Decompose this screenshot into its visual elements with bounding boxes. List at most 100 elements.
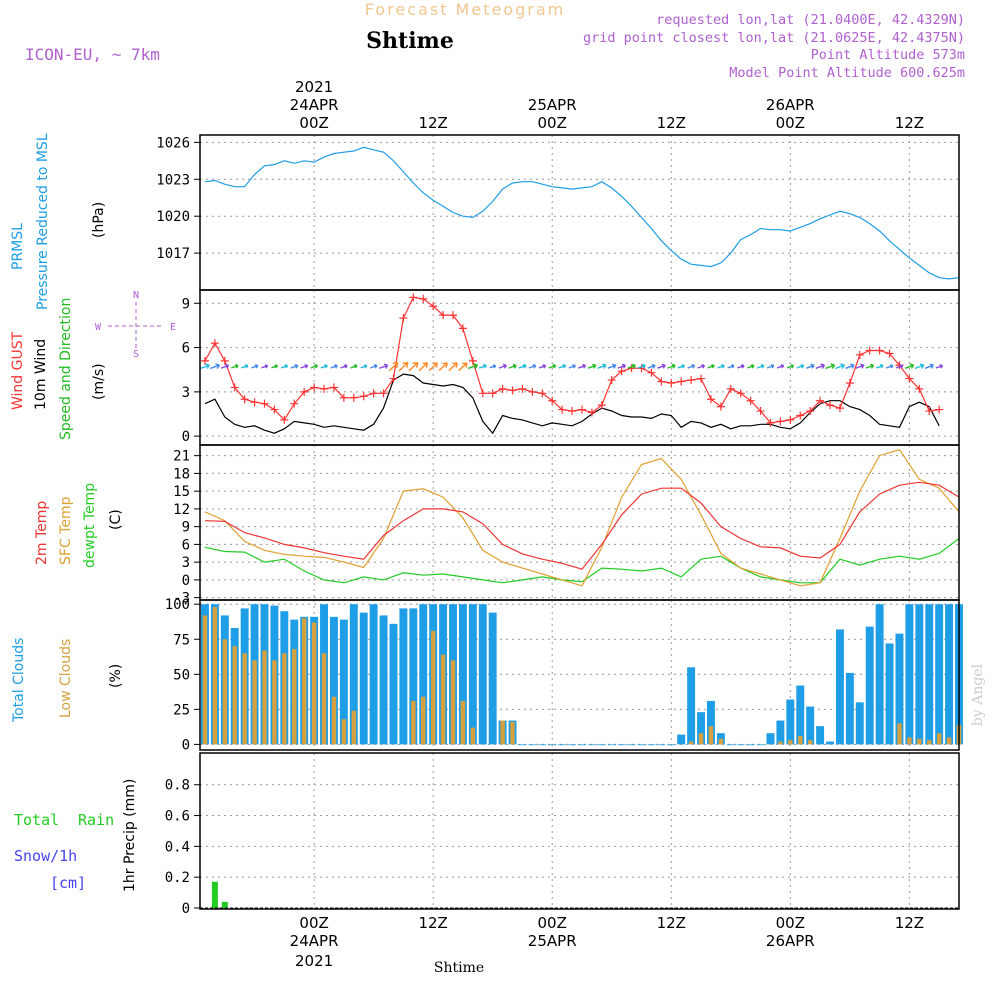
wind-direction-arrowhead	[711, 364, 715, 369]
wind-gust-marker	[558, 405, 567, 414]
wind-direction-arrowhead	[502, 363, 507, 369]
wind-direction-arrowhead	[402, 361, 409, 368]
wind-direction-arrow	[578, 364, 586, 369]
wind-direction-arrow	[508, 364, 517, 369]
wind-gust-marker	[339, 393, 348, 402]
total-cloud-bar	[697, 712, 706, 745]
temperature-tick-label: 9	[182, 520, 190, 536]
wind-gust-marker	[240, 395, 249, 404]
compass-e-label: E	[170, 322, 176, 333]
precip-bars	[211, 881, 228, 908]
wind-gust-marker	[250, 398, 259, 407]
snow-label: Snow/1h	[14, 847, 77, 865]
wind-direction-arrowhead	[572, 364, 576, 369]
wind-direction-arrow	[904, 364, 914, 369]
total-cloud-bar	[538, 744, 547, 746]
clouds-panel: 0 25 50 75 100 Total Clouds Low Clouds (%)	[11, 597, 963, 753]
precip-tick-label: 0	[182, 901, 190, 917]
wind-gust-marker	[776, 417, 785, 426]
low-cloud-bar	[411, 700, 416, 745]
wind-direction-arrowhead	[770, 364, 775, 369]
low-cloud-bar	[301, 618, 307, 745]
wind-direction-arrowhead	[840, 363, 846, 369]
total-cloud-bar	[578, 744, 586, 746]
chart-title: Forecast Meteogram	[365, 0, 565, 19]
low-cloud-bar	[440, 654, 446, 745]
total-cloud-bar	[826, 741, 834, 745]
wind-gust-marker	[528, 387, 537, 396]
wind-gust-marker	[508, 386, 517, 395]
top-axis-hour-label: 12Z	[418, 114, 447, 132]
wind-direction-arrow	[498, 364, 507, 369]
low-cloud-bar	[946, 737, 952, 745]
low-cloud-bar	[718, 738, 724, 745]
low-cloud-bar	[212, 607, 218, 745]
wind-direction-arrowhead	[929, 363, 935, 369]
wind-direction-arrowhead	[750, 364, 755, 369]
wind-direction-arrowhead	[730, 364, 735, 369]
point-altitude: Point Altitude 573m	[811, 47, 965, 63]
total-cloud-bar	[458, 604, 467, 745]
pressure-label-2: Pressure Reduced to MSL	[35, 133, 51, 310]
compass-rose: N S W E	[95, 290, 176, 360]
pressure-unit: (hPa)	[91, 202, 107, 238]
wind-direction-arrowhead	[412, 361, 419, 368]
wind-direction-arrow	[290, 364, 299, 369]
low-cloud-bar	[907, 737, 912, 745]
chart-subtitle: Shtime	[366, 28, 454, 54]
wind-direction-arrowhead	[334, 364, 338, 369]
wind-gust-marker	[706, 395, 715, 404]
pressure-grid	[200, 135, 959, 290]
temperature-grid	[200, 445, 959, 600]
wind-direction-arrow	[657, 364, 666, 369]
wind-direction-arrow	[210, 364, 220, 370]
wind-speed-line	[204, 373, 940, 435]
wind-direction-arrow	[835, 364, 845, 370]
wind-direction-arrow	[687, 364, 695, 369]
temperature-tick-label: 12	[173, 502, 190, 518]
sfc-temp-line	[204, 448, 960, 587]
wind-direction-arrowhead	[552, 363, 557, 369]
wind-gust-marker	[379, 389, 388, 398]
low-cloud-bar	[282, 653, 287, 745]
wind-gust-label: Wind GUST	[10, 331, 26, 410]
wind-gust-marker	[905, 374, 914, 383]
requested-coords: requested lon,lat (21.0400E, 42.4329N)	[656, 12, 965, 28]
total-cloud-bar	[627, 744, 636, 746]
wind-direction-arrowhead	[790, 364, 795, 369]
wind-direction-arrowhead	[452, 362, 458, 368]
wind-gust-marker	[796, 411, 805, 420]
low-cloud-bar	[232, 646, 237, 745]
low-cloud-bar	[242, 653, 247, 745]
low-cloud-bar	[897, 723, 902, 745]
wind-gust-marker	[220, 356, 229, 365]
wind-gust-marker	[925, 407, 934, 416]
total-cloud-bar	[806, 706, 815, 745]
wind-direction-arrowhead	[442, 362, 448, 368]
total-cloud-bar	[796, 685, 805, 745]
wind-gust-marker	[865, 346, 874, 355]
wind-direction-arrowhead	[532, 363, 537, 369]
wind-gust-marker	[409, 293, 418, 302]
precip-tick-label: 0.8	[165, 778, 190, 794]
wind-direction-arrowhead	[879, 364, 884, 369]
low-cloud-bar	[351, 710, 357, 745]
wind-direction-arrowhead	[860, 363, 865, 369]
top-axis-date-label: 24APR	[290, 96, 339, 114]
snow-unit-label: [cm]	[50, 874, 86, 892]
wind-direction-arrowhead	[363, 364, 368, 369]
total-cloud-bar	[468, 604, 477, 745]
wind-gust-marker	[826, 401, 835, 410]
wind-gust-marker	[786, 415, 795, 424]
wind-gust-marker	[617, 367, 626, 376]
wind-gust-marker	[647, 368, 656, 377]
low-cloud-bar	[331, 696, 337, 745]
clouds-tick-label: 0	[182, 737, 190, 753]
wind-gust-marker	[329, 383, 338, 392]
rain-bar	[221, 901, 228, 908]
low-cloud-bar	[510, 721, 515, 745]
low-cloud-bar	[222, 639, 228, 745]
total-rain-label: Total	[14, 811, 59, 829]
total-cloud-bar	[329, 616, 338, 745]
